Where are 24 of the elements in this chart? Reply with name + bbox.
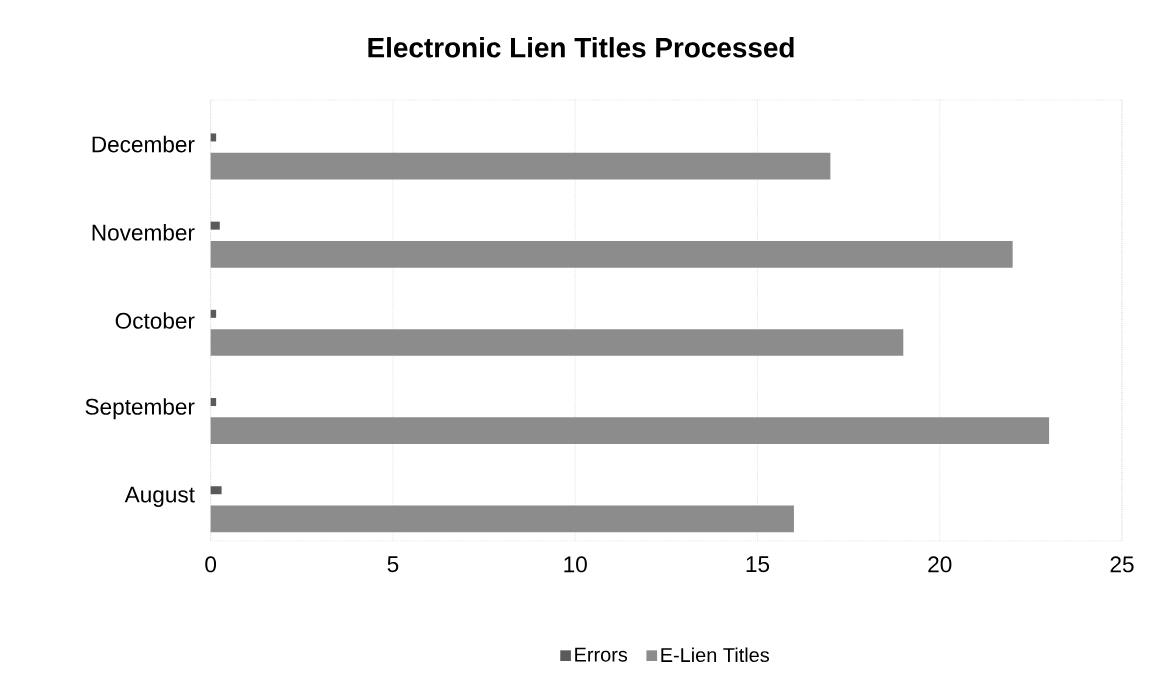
legend-label: E-Lien Titles [661, 647, 770, 663]
bar [210, 486, 222, 495]
x-tick-label: 20 [928, 556, 952, 573]
bar [210, 152, 831, 180]
x-tick-label: 10 [564, 556, 587, 573]
y-tick-label: October [115, 312, 195, 329]
x-tick-label: 15 [746, 556, 770, 573]
bar [210, 329, 904, 356]
bar [210, 398, 217, 407]
y-tick-label: August [124, 486, 195, 508]
x-tick-label: 5 [387, 556, 399, 573]
y-tick-label: September [85, 398, 195, 420]
legend-label: Errors [575, 647, 628, 662]
bar [210, 505, 794, 533]
bar [210, 221, 220, 230]
bar [210, 240, 1013, 268]
bar [210, 133, 217, 142]
x-tick-label: 25 [1110, 556, 1134, 573]
bar [210, 417, 1050, 445]
y-tick-label: December [92, 135, 195, 153]
bar [210, 309, 217, 318]
chart-title: Electronic Lien Titles Processed [368, 37, 794, 58]
y-tick-label: November [92, 224, 195, 241]
x-tick-label: 0 [205, 556, 217, 573]
